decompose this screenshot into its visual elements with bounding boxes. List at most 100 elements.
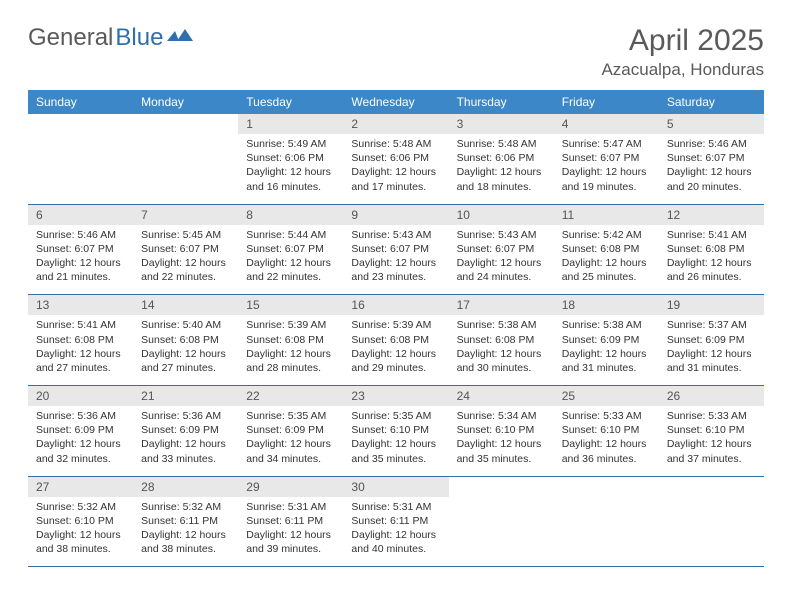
day-number: 25 <box>554 386 659 406</box>
daylight-line-1: Daylight: 12 hours <box>562 256 651 270</box>
sunrise-line: Sunrise: 5:39 AM <box>246 318 335 332</box>
day-cell: 4Sunrise: 5:47 AMSunset: 6:07 PMDaylight… <box>554 114 659 204</box>
sunrise-line: Sunrise: 5:34 AM <box>457 409 546 423</box>
day-details: Sunrise: 5:33 AMSunset: 6:10 PMDaylight:… <box>554 406 659 476</box>
daylight-line-2: and 26 minutes. <box>667 270 756 284</box>
daylight-line-1: Daylight: 12 hours <box>36 256 125 270</box>
sunset-line: Sunset: 6:07 PM <box>351 242 440 256</box>
sunset-line: Sunset: 6:06 PM <box>351 151 440 165</box>
day-cell: 29Sunrise: 5:31 AMSunset: 6:11 PMDayligh… <box>238 476 343 567</box>
day-details: Sunrise: 5:36 AMSunset: 6:09 PMDaylight:… <box>133 406 238 476</box>
day-number: 6 <box>28 205 133 225</box>
daylight-line-2: and 17 minutes. <box>351 180 440 194</box>
header: GeneralBlue April 2025 Azacualpa, Hondur… <box>28 24 764 80</box>
sunset-line: Sunset: 6:10 PM <box>562 423 651 437</box>
day-header: Tuesday <box>238 90 343 114</box>
day-details: Sunrise: 5:37 AMSunset: 6:09 PMDaylight:… <box>659 315 764 385</box>
day-number: 22 <box>238 386 343 406</box>
daylight-line-1: Daylight: 12 hours <box>562 437 651 451</box>
week-row: 27Sunrise: 5:32 AMSunset: 6:10 PMDayligh… <box>28 476 764 567</box>
day-cell: 12Sunrise: 5:41 AMSunset: 6:08 PMDayligh… <box>659 204 764 295</box>
sunrise-line: Sunrise: 5:32 AM <box>141 500 230 514</box>
day-number: 1 <box>238 114 343 134</box>
daylight-line-1: Daylight: 12 hours <box>667 256 756 270</box>
day-details: Sunrise: 5:39 AMSunset: 6:08 PMDaylight:… <box>238 315 343 385</box>
sunrise-line: Sunrise: 5:33 AM <box>667 409 756 423</box>
daylight-line-2: and 25 minutes. <box>562 270 651 284</box>
day-cell: 16Sunrise: 5:39 AMSunset: 6:08 PMDayligh… <box>343 295 448 386</box>
day-details: Sunrise: 5:48 AMSunset: 6:06 PMDaylight:… <box>343 134 448 204</box>
day-details: Sunrise: 5:32 AMSunset: 6:11 PMDaylight:… <box>133 497 238 567</box>
day-details: Sunrise: 5:38 AMSunset: 6:08 PMDaylight:… <box>449 315 554 385</box>
day-details: Sunrise: 5:36 AMSunset: 6:09 PMDaylight:… <box>28 406 133 476</box>
day-number: 7 <box>133 205 238 225</box>
sunrise-line: Sunrise: 5:37 AM <box>667 318 756 332</box>
day-number: 26 <box>659 386 764 406</box>
daylight-line-2: and 33 minutes. <box>141 452 230 466</box>
day-details: Sunrise: 5:43 AMSunset: 6:07 PMDaylight:… <box>343 225 448 295</box>
empty-cell <box>133 114 238 172</box>
day-cell: 13Sunrise: 5:41 AMSunset: 6:08 PMDayligh… <box>28 295 133 386</box>
day-header: Sunday <box>28 90 133 114</box>
daylight-line-2: and 39 minutes. <box>246 542 335 556</box>
day-cell: 1Sunrise: 5:49 AMSunset: 6:06 PMDaylight… <box>238 114 343 204</box>
sunrise-line: Sunrise: 5:38 AM <box>457 318 546 332</box>
day-number: 2 <box>343 114 448 134</box>
sunset-line: Sunset: 6:08 PM <box>141 333 230 347</box>
daylight-line-1: Daylight: 12 hours <box>36 528 125 542</box>
sunrise-line: Sunrise: 5:46 AM <box>36 228 125 242</box>
empty-cell <box>28 114 133 172</box>
daylight-line-1: Daylight: 12 hours <box>351 347 440 361</box>
daylight-line-2: and 22 minutes. <box>246 270 335 284</box>
sunset-line: Sunset: 6:08 PM <box>562 242 651 256</box>
day-cell: 26 Sunrise: 5:33 AMSunset: 6:10 PMDayligh… <box>659 386 764 477</box>
daylight-line-1: Daylight: 12 hours <box>351 165 440 179</box>
day-details: Sunrise: 5:31 AMSunset: 6:11 PMDaylight:… <box>238 497 343 567</box>
daylight-line-2: and 36 minutes. <box>562 452 651 466</box>
daylight-line-1: Daylight: 12 hours <box>667 437 756 451</box>
sunset-line: Sunset: 6:06 PM <box>246 151 335 165</box>
day-cell: 15Sunrise: 5:39 AMSunset: 6:08 PMDayligh… <box>238 295 343 386</box>
sunrise-line: Sunrise: 5:32 AM <box>36 500 125 514</box>
daylight-line-2: and 28 minutes. <box>246 361 335 375</box>
day-cell: 8Sunrise: 5:44 AMSunset: 6:07 PMDaylight… <box>238 204 343 295</box>
day-number: 16 <box>343 295 448 315</box>
daylight-line-1: Daylight: 12 hours <box>457 347 546 361</box>
empty-cell <box>449 477 554 535</box>
sunset-line: Sunset: 6:09 PM <box>141 423 230 437</box>
sunset-line: Sunset: 6:07 PM <box>36 242 125 256</box>
daylight-line-2: and 22 minutes. <box>141 270 230 284</box>
week-row: 13Sunrise: 5:41 AMSunset: 6:08 PMDayligh… <box>28 295 764 386</box>
logo-text-blue: Blue <box>115 24 163 52</box>
day-details: Sunrise: 5:47 AMSunset: 6:07 PMDaylight:… <box>554 134 659 204</box>
day-header: Friday <box>554 90 659 114</box>
day-details: Sunrise: 5:35 AMSunset: 6:10 PMDaylight:… <box>343 406 448 476</box>
sunset-line: Sunset: 6:08 PM <box>457 333 546 347</box>
sunset-line: Sunset: 6:10 PM <box>667 423 756 437</box>
month-title: April 2025 <box>601 24 764 58</box>
day-cell <box>449 476 554 567</box>
sunset-line: Sunset: 6:07 PM <box>562 151 651 165</box>
day-header: Monday <box>133 90 238 114</box>
day-details: Sunrise: 5:46 AMSunset: 6:07 PMDaylight:… <box>659 134 764 204</box>
day-number: 28 <box>133 477 238 497</box>
daylight-line-1: Daylight: 12 hours <box>141 256 230 270</box>
day-cell: 9Sunrise: 5:43 AMSunset: 6:07 PMDaylight… <box>343 204 448 295</box>
day-cell: 21Sunrise: 5:36 AMSunset: 6:09 PMDayligh… <box>133 386 238 477</box>
sunrise-line: Sunrise: 5:36 AM <box>141 409 230 423</box>
empty-cell <box>659 477 764 535</box>
day-number: 15 <box>238 295 343 315</box>
daylight-line-2: and 21 minutes. <box>36 270 125 284</box>
daylight-line-2: and 35 minutes. <box>351 452 440 466</box>
sunset-line: Sunset: 6:10 PM <box>351 423 440 437</box>
sunrise-line: Sunrise: 5:36 AM <box>36 409 125 423</box>
day-details: Sunrise: 5:40 AMSunset: 6:08 PMDaylight:… <box>133 315 238 385</box>
daylight-line-1: Daylight: 12 hours <box>246 347 335 361</box>
day-cell <box>554 476 659 567</box>
daylight-line-1: Daylight: 12 hours <box>141 528 230 542</box>
day-number: 10 <box>449 205 554 225</box>
sunset-line: Sunset: 6:07 PM <box>667 151 756 165</box>
day-details: Sunrise: 5:46 AMSunset: 6:07 PMDaylight:… <box>28 225 133 295</box>
day-number: 14 <box>133 295 238 315</box>
daylight-line-2: and 24 minutes. <box>457 270 546 284</box>
